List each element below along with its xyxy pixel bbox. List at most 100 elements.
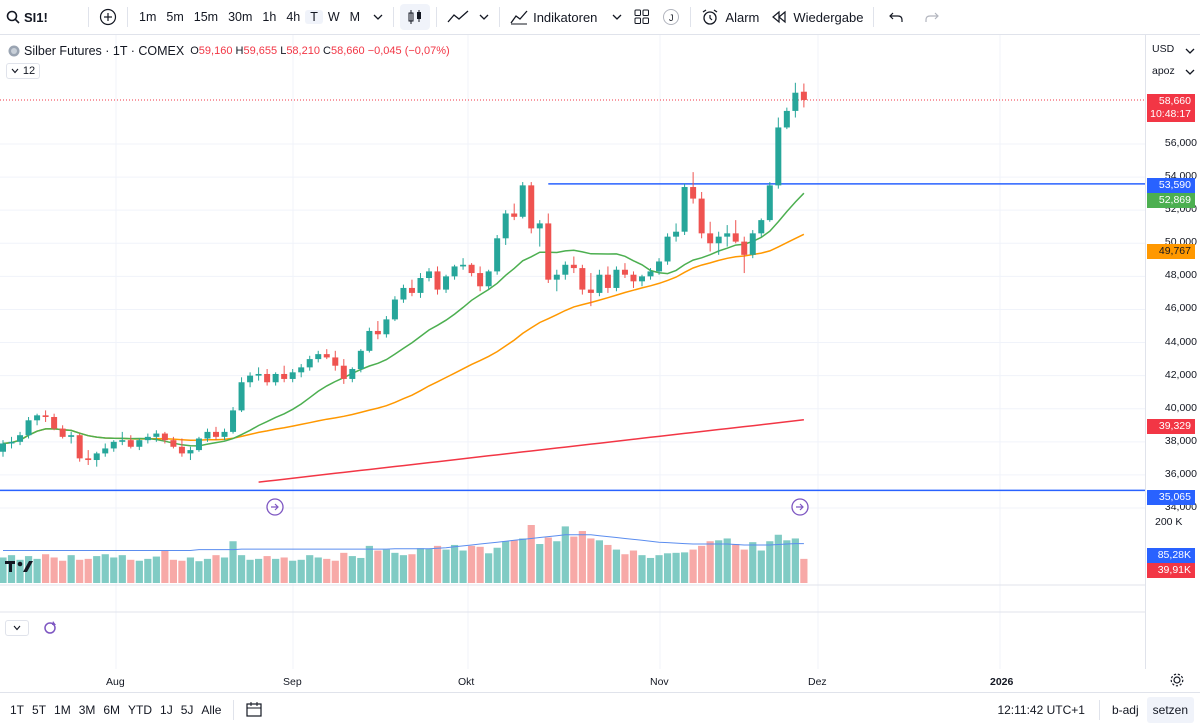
- volume-bar: [612, 549, 621, 583]
- interval-1m[interactable]: 1m: [139, 10, 157, 24]
- range-5J[interactable]: 5J: [180, 703, 194, 717]
- interval-5m[interactable]: 5m: [166, 10, 184, 24]
- symbol-search[interactable]: SI1!: [0, 0, 84, 34]
- price-chart[interactable]: [0, 35, 1145, 669]
- volume-bar: [67, 555, 75, 583]
- candle-body: [451, 266, 458, 277]
- range-6M[interactable]: 6M: [103, 703, 121, 717]
- candle-body: [613, 269, 620, 288]
- volume-bar: [220, 557, 229, 583]
- candles-icon: [408, 10, 422, 24]
- candle-body: [161, 433, 168, 441]
- pane-collapse-button[interactable]: [5, 620, 29, 636]
- script-button[interactable]: J: [656, 0, 686, 34]
- candle-body: [306, 359, 313, 368]
- candle-body: [42, 415, 49, 417]
- candle-body: [281, 373, 288, 379]
- chevron-down-icon[interactable]: [1185, 67, 1195, 77]
- replay-button[interactable]: Wiedergabe: [765, 0, 869, 34]
- top-toolbar: SI1! 1m 5m 15m 30m 1h 4h T W M Indikatoren J Ala…: [0, 0, 1200, 35]
- range-YTD[interactable]: YTD: [128, 703, 153, 717]
- layouts-button[interactable]: [628, 0, 656, 34]
- indicator-toggle[interactable]: 12: [6, 63, 40, 79]
- redo-button[interactable]: [914, 0, 950, 34]
- grid-icon: [634, 9, 650, 24]
- volume-bar: [510, 540, 518, 583]
- volume-bar: [587, 538, 595, 583]
- chevron-down-icon[interactable]: [1185, 46, 1195, 56]
- price-tick: 46,000: [1164, 302, 1197, 315]
- candle-body: [340, 365, 347, 379]
- candle-body: [749, 233, 756, 255]
- alarm-button[interactable]: Alarm: [695, 0, 765, 34]
- candle-body: [741, 241, 748, 255]
- candle-body: [25, 420, 32, 436]
- volume-bar: [272, 558, 280, 583]
- candle-body: [630, 274, 637, 282]
- ma-slow-line: [258, 419, 804, 483]
- range-1T[interactable]: 1T: [10, 703, 25, 717]
- volume-bar: [698, 545, 706, 583]
- range-1J[interactable]: 1J: [160, 703, 173, 717]
- volume-bar: [382, 549, 390, 583]
- candle-body: [315, 354, 322, 360]
- range-Alle[interactable]: Alle: [201, 703, 222, 717]
- range-3M[interactable]: 3M: [78, 703, 96, 717]
- refresh-icon[interactable]: [43, 621, 57, 635]
- event-marker-arrow: [271, 503, 279, 511]
- interval-4h[interactable]: 4h: [286, 10, 301, 24]
- candle-body: [766, 185, 773, 221]
- volume-bar: [442, 549, 450, 583]
- candle-body: [187, 450, 194, 454]
- volume-bar: [485, 553, 493, 583]
- candle-type-button[interactable]: [400, 4, 431, 30]
- indicators-button[interactable]: Indikatoren: [504, 0, 628, 34]
- candle-body: [247, 375, 254, 383]
- range-5T[interactable]: 5T: [32, 703, 47, 717]
- currency-select[interactable]: USD: [1152, 43, 1175, 55]
- candle-body: [656, 261, 663, 272]
- range-1M[interactable]: 1M: [54, 703, 71, 717]
- interval-15m[interactable]: 15m: [193, 10, 219, 24]
- candle-body: [213, 431, 219, 437]
- price-tick: 56,000: [1164, 137, 1197, 149]
- interval-30m[interactable]: 30m: [228, 10, 253, 24]
- divider: [873, 7, 875, 27]
- bottom-toolbar: 1T 5T 1M 3M 6M YTD 1J 5J Alle 12:11:42 UTC+1 b-a…: [0, 692, 1200, 727]
- replay-label: Wiedergabe: [793, 9, 864, 25]
- date-range-button[interactable]: [238, 701, 270, 720]
- chart-legend: Silber Futures · 1T · COMEX O59,160 H59,…: [8, 44, 450, 58]
- candle-body: [204, 431, 211, 439]
- interval-1h[interactable]: 1h: [262, 10, 277, 24]
- candle-body: [502, 213, 509, 239]
- reset-button[interactable]: setzen: [1146, 697, 1194, 723]
- compare-button[interactable]: [93, 0, 123, 34]
- candle-body: [681, 187, 688, 232]
- gear-icon[interactable]: [1170, 673, 1184, 687]
- axis-mode[interactable]: apoz: [1152, 65, 1175, 77]
- candle-body: [426, 271, 432, 279]
- interval-M[interactable]: M: [349, 10, 361, 24]
- interval-W[interactable]: W: [327, 10, 340, 24]
- price-axis[interactable]: USD apoz 56,000 54,000 52,000 50,000 48,000 4…: [1145, 35, 1200, 669]
- candle-body: [604, 274, 611, 288]
- candle-body: [34, 415, 41, 421]
- rewind-icon: [772, 10, 786, 24]
- candle-body: [715, 236, 722, 244]
- volume-bar: [76, 559, 84, 583]
- undo-button[interactable]: [878, 0, 914, 34]
- price-tick: 38,000: [1164, 434, 1197, 447]
- candle-body: [519, 185, 526, 217]
- clock-display[interactable]: 12:11:42 UTC+1: [997, 703, 1085, 717]
- adjust-toggle[interactable]: b-adj: [1111, 703, 1139, 717]
- legend-ohlc: O59,160 H59,655 L58,210 C58,660 −0,045 (…: [190, 45, 449, 57]
- legend-title[interactable]: Silber Futures · 1T · COMEX: [24, 44, 185, 58]
- volume-bar: [570, 536, 578, 583]
- drawing-tool-button[interactable]: [441, 0, 495, 34]
- interval-dropdown[interactable]: [367, 0, 389, 34]
- interval-T[interactable]: T: [305, 10, 323, 24]
- ma-fast-line: [2, 192, 805, 447]
- candle-body: [255, 373, 262, 376]
- volume-average-line: [3, 534, 804, 551]
- volume-bar: [297, 559, 305, 583]
